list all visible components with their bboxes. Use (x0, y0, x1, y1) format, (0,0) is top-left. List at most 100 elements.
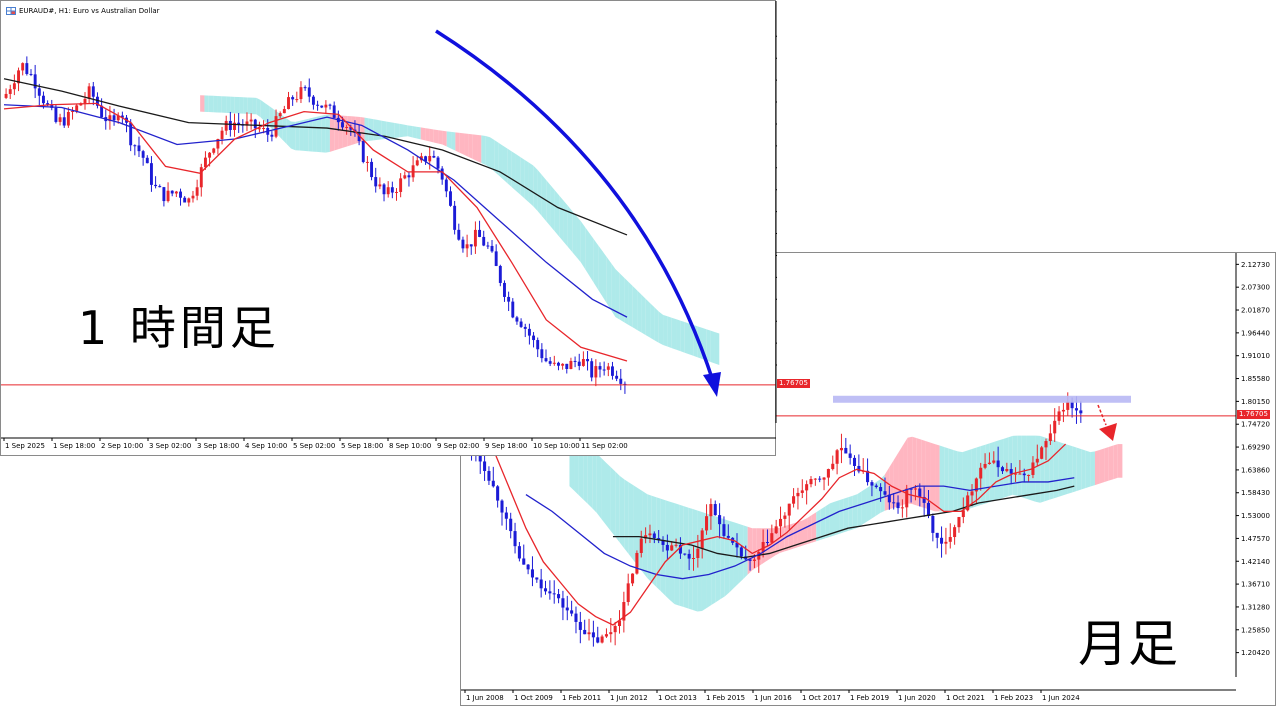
cloud-segment (658, 311, 664, 346)
candle-body (857, 465, 861, 472)
candle-body (25, 63, 29, 74)
candle-body (953, 527, 957, 538)
candle-body (598, 366, 602, 370)
cloud-segment (1104, 447, 1109, 483)
candle-body (691, 558, 696, 559)
candles (4, 56, 627, 394)
candle-body (71, 111, 74, 113)
candle-body (835, 450, 839, 464)
cloud-segment (610, 466, 616, 537)
candle-body (162, 187, 166, 202)
monthly-chart-panel[interactable]: 2.12730 2.07300 2.01870 1.96440 1.91010 1.855… (460, 252, 1276, 706)
cloud-segment (632, 286, 638, 330)
candles (465, 392, 1083, 647)
cloud-segment (541, 174, 547, 222)
hourly-chart-svg[interactable]: 1.792501.790901.789301.787701.786101.784… (1, 1, 777, 457)
cloud-segment (420, 127, 426, 141)
cloud-segment (308, 117, 313, 152)
candle-body (604, 634, 608, 637)
candle-body (507, 296, 511, 302)
candle-body (149, 163, 153, 185)
cloud-segment (624, 277, 629, 325)
candle-body (490, 245, 494, 252)
cloud-segment (481, 135, 486, 166)
cloud-segment (593, 239, 599, 290)
x-tick-label: 1 Feb 2011 (562, 694, 601, 702)
candle-body (705, 516, 709, 531)
cloud-segment (589, 233, 594, 283)
candle-body (233, 122, 236, 130)
candle-body (1070, 401, 1074, 409)
candle-body (203, 157, 207, 168)
candle-body (295, 99, 299, 101)
cloud-segment (683, 506, 689, 609)
cloud-segment (377, 119, 382, 140)
candle-body (112, 115, 116, 121)
candle-body (752, 559, 756, 561)
candle-body (839, 447, 843, 451)
candle-body (761, 542, 765, 552)
candle-body (623, 383, 627, 385)
candle-body (674, 544, 678, 546)
cloud-segment (230, 96, 235, 114)
candle-body (453, 205, 457, 230)
x-tick-label: 1 Feb 2019 (850, 694, 889, 702)
candle-body (548, 361, 552, 364)
candle-body (848, 453, 852, 458)
candle-body (532, 335, 536, 341)
cloud-segment (472, 134, 478, 161)
candle-body (1018, 473, 1022, 475)
cloud-segment (442, 130, 447, 147)
y-tick-label: 1.47570 (1241, 535, 1270, 543)
candle-body (709, 504, 713, 517)
candle-body (852, 457, 857, 466)
candle-body (557, 362, 560, 366)
cloud-segment (706, 513, 712, 609)
cloud-segment (550, 185, 555, 232)
cloud-segment (980, 444, 986, 506)
candle-body (91, 86, 95, 97)
candle-body (328, 104, 332, 106)
candle-body (652, 533, 656, 539)
candle-body (145, 157, 149, 164)
monthly-chart-svg[interactable]: 2.12730 2.07300 2.01870 1.96440 1.91010 1.855… (461, 253, 1277, 707)
candle-body (54, 107, 58, 122)
cloud-segment (221, 96, 227, 113)
candle-body (1014, 473, 1018, 475)
candle-body (436, 157, 440, 169)
cloud-segment (546, 180, 551, 227)
candle-body (783, 515, 787, 519)
candle-body (428, 155, 432, 162)
candle-body (208, 152, 212, 158)
candle-body (561, 598, 565, 608)
candle-body (291, 97, 295, 100)
candle-body (395, 191, 398, 193)
candle-body (622, 602, 626, 621)
candle-body (1079, 410, 1083, 414)
candle-body (530, 569, 534, 578)
candle-body (357, 133, 361, 142)
candle-body (818, 478, 822, 480)
candle-body (696, 548, 700, 558)
x-tick-label: 4 Sep 10:00 (245, 442, 287, 450)
candle-body (257, 128, 261, 130)
cloud-segment (1113, 444, 1118, 480)
x-tick-label: 2 Sep 10:00 (101, 442, 143, 450)
cloud-segment (416, 126, 421, 140)
x-tick-label: 1 Oct 2017 (802, 694, 841, 702)
candle-body (191, 195, 195, 199)
candle-body (1035, 458, 1039, 463)
candle-body (399, 178, 403, 192)
candle-body (594, 366, 598, 378)
chart-grid-icon (6, 7, 16, 15)
cloud-segment (598, 245, 603, 297)
x-tick-label: 1 Oct 2021 (946, 694, 985, 702)
cloud-segment (477, 134, 482, 163)
candle-body (199, 167, 203, 188)
hourly-chart-panel[interactable]: EURAUD#, H1: Euro vs Australian Dollar 1… (0, 0, 777, 457)
candle-body (892, 502, 896, 504)
candle-body (228, 120, 232, 130)
candle-body (896, 502, 900, 509)
candle-body (311, 96, 315, 105)
cloud-segment (576, 216, 581, 263)
